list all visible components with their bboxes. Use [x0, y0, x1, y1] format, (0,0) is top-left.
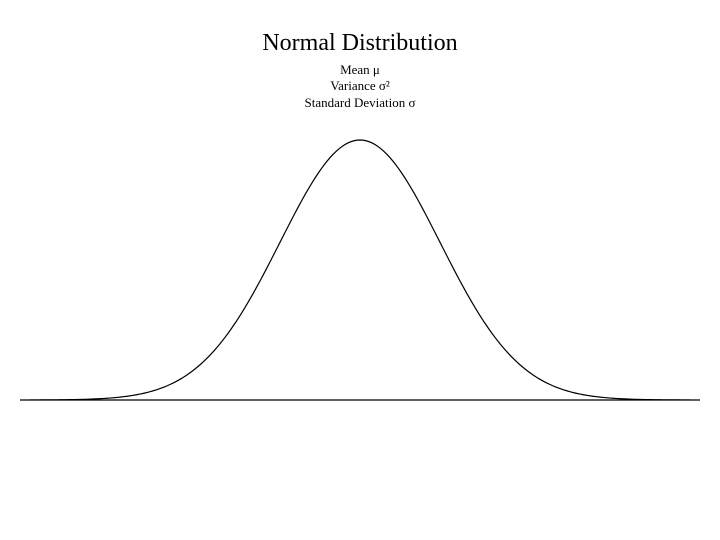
gaussian-curve — [30, 140, 690, 400]
chart-svg — [0, 0, 720, 540]
normal-distribution-chart — [0, 0, 720, 540]
page: Normal Distribution Mean μ Variance σ² S… — [0, 0, 720, 540]
